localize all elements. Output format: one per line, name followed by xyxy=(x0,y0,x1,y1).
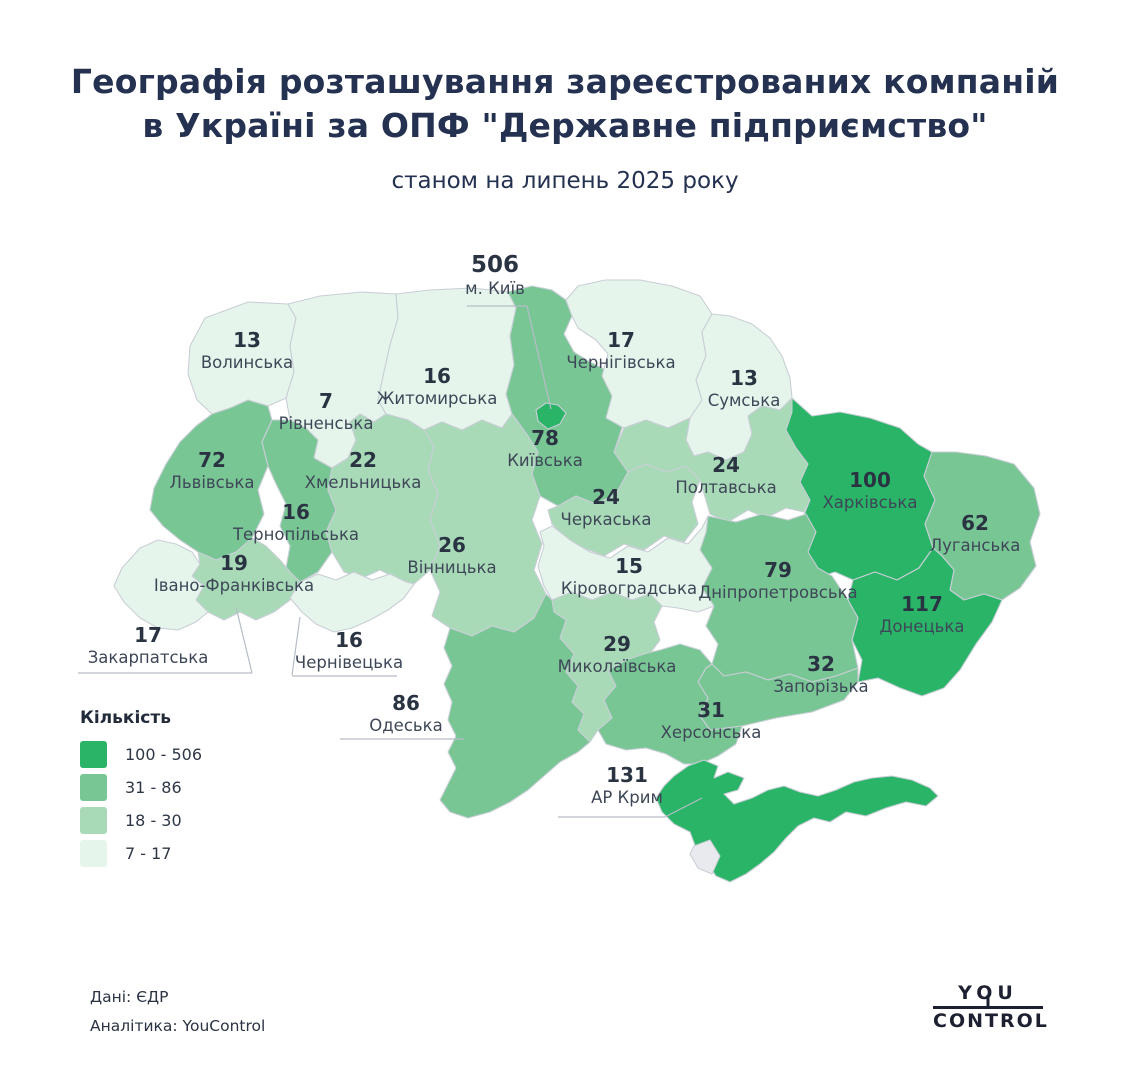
map-extras-layer xyxy=(535,402,721,875)
callout-line-crimea xyxy=(664,797,703,818)
footer-analytics: Аналітика: YouControl xyxy=(90,1017,266,1035)
legend-row-1: 31 - 86 xyxy=(80,774,202,801)
map-callout-lines-layer xyxy=(78,305,703,818)
region-shape-zhytomyr xyxy=(377,287,517,431)
legend-label-1: 31 - 86 xyxy=(125,778,182,797)
callout-line-chernivtsi xyxy=(291,616,301,676)
region-shape-odesa xyxy=(439,593,591,819)
legend-row-3: 7 - 17 xyxy=(80,840,202,867)
callout-line-zakarpattia xyxy=(235,606,253,674)
legend-label-2: 18 - 30 xyxy=(125,811,182,830)
footer: Дані: ЄДР Аналітика: YouControl xyxy=(90,983,265,1041)
legend-swatch-medium xyxy=(80,774,107,801)
footer-source: Дані: ЄДР xyxy=(90,988,169,1006)
region-shape-kirovohrad xyxy=(537,515,715,613)
legend-items: 100 - 506 31 - 86 18 - 30 7 - 17 xyxy=(80,741,202,867)
map-legend: Кількість 100 - 506 31 - 86 18 - 30 7 - 17 xyxy=(80,708,202,873)
legend-row-0: 100 - 506 xyxy=(80,741,202,768)
youcontrol-logo: YOU CONTROL xyxy=(933,982,1049,1032)
region-shape-donetsk xyxy=(847,547,1003,697)
legend-swatch-lightest xyxy=(80,840,107,867)
logo-control-text: CONTROL xyxy=(933,1010,1049,1032)
page-title: Географія розташування зареєстрованих ко… xyxy=(40,60,1090,147)
legend-swatch-light xyxy=(80,807,107,834)
legend-swatch-dark xyxy=(80,741,107,768)
page-title-line1: Географія розташування зареєстрованих ко… xyxy=(70,62,1060,101)
legend-label-0: 100 - 506 xyxy=(125,745,203,764)
region-shape-lviv xyxy=(149,399,273,561)
logo-t-bar xyxy=(986,995,990,1009)
callout-line-kyiv-city xyxy=(526,305,552,410)
legend-title: Кількість xyxy=(80,708,171,728)
region-shape-sevastopol xyxy=(689,839,721,875)
region-shape-volyn xyxy=(187,301,297,415)
logo-divider-line xyxy=(933,995,1043,1009)
region-shape-ternopil xyxy=(261,419,337,583)
region-shape-chernivtsi xyxy=(289,571,415,633)
page-subtitle: станом на липень 2025 року xyxy=(391,168,739,194)
region-shape-vinnytsia xyxy=(423,413,547,637)
map-regions-layer xyxy=(113,279,1041,883)
region-shape-zakarpattia xyxy=(113,539,209,631)
logo-you-text: YOU xyxy=(958,982,1018,1004)
region-shape-kyiv-city xyxy=(535,402,567,430)
page-title-line2: в Україні за ОПФ "Державне підприємство" xyxy=(142,105,988,145)
legend-label-3: 7 - 17 xyxy=(125,844,172,863)
legend-row-2: 18 - 30 xyxy=(80,807,202,834)
